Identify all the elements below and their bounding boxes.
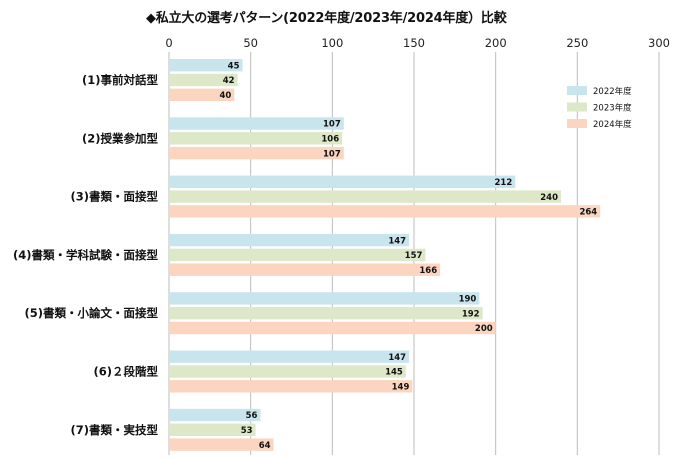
category-label: (1)事前対話型 [82,73,159,87]
data-label: 107 [323,120,341,130]
bar [169,365,406,378]
data-label: 53 [241,426,253,436]
data-label: 42 [223,76,235,86]
data-label: 64 [259,441,271,451]
data-label: 212 [495,178,513,188]
x-tick-label: 250 [566,36,588,50]
legend-swatch [567,119,587,128]
bar [169,423,256,436]
bar [169,73,238,87]
data-label: 40 [219,91,231,101]
data-label: 56 [246,411,258,421]
x-tick-label: 100 [321,36,343,50]
category-label: (2)授業参加型 [82,131,159,145]
data-label: 147 [388,236,406,246]
data-label: 147 [388,353,406,363]
legend-swatch [567,102,587,112]
x-tick-label: 150 [403,36,425,50]
category-label: (3)書類・面接型 [70,190,158,204]
x-tick-label: 300 [648,36,670,50]
category-label: (6)２段階型 [93,365,158,379]
bar [169,117,344,130]
bar [169,233,410,247]
x-tick-label: 200 [485,36,507,50]
bar [169,248,426,262]
bar [169,350,410,363]
x-tick-label: 50 [243,36,258,50]
data-label: 107 [323,149,341,159]
data-label: 145 [385,368,403,378]
category-label: (5)書類・小論文・面接型 [24,306,158,320]
category-label: (4)書類・学科試験・面接型 [13,248,159,262]
data-label: 190 [459,295,477,305]
chart-title: ◆私立大の選考パターン(2022年度/2023年/2024年度）比較 [146,11,507,26]
bar [169,438,274,451]
legend-swatch [567,86,587,95]
bar [169,175,516,188]
data-label: 166 [419,266,437,276]
bar [169,307,483,320]
bar [169,380,413,393]
data-label: 264 [579,208,597,218]
bars: 45 42 40 107 106 107 212 240 264 147 157 166 190 192 2… [169,59,601,451]
bar [169,292,480,305]
bar [169,59,243,72]
legend-label: 2024年度 [593,119,632,130]
bar [169,132,343,145]
data-label: 157 [405,251,423,261]
bar [169,408,261,422]
legend-label: 2022年度 [593,86,632,97]
data-label: 45 [228,61,240,71]
bar [169,88,235,101]
data-label: 192 [462,309,480,319]
bar [169,263,441,276]
bar [169,321,496,335]
bar [169,205,601,218]
bar [169,146,344,160]
x-tick-label: 0 [165,36,172,50]
data-label: 149 [392,383,410,393]
category-label: (7)書類・実技型 [70,423,158,437]
data-label: 106 [321,135,339,145]
x-axis-ticks: 0 50 100 150 200 250 300 [165,36,670,50]
legend: 2022年度 2023年度 2024年度 [567,86,632,130]
data-label: 240 [540,193,558,203]
category-labels: (1)事前対話型 (2)授業参加型 (3)書類・面接型 (4)書類・学科試験・面接型 (… [13,73,159,437]
bar [169,190,561,203]
legend-label: 2023年度 [593,103,632,114]
data-label: 200 [475,324,493,334]
